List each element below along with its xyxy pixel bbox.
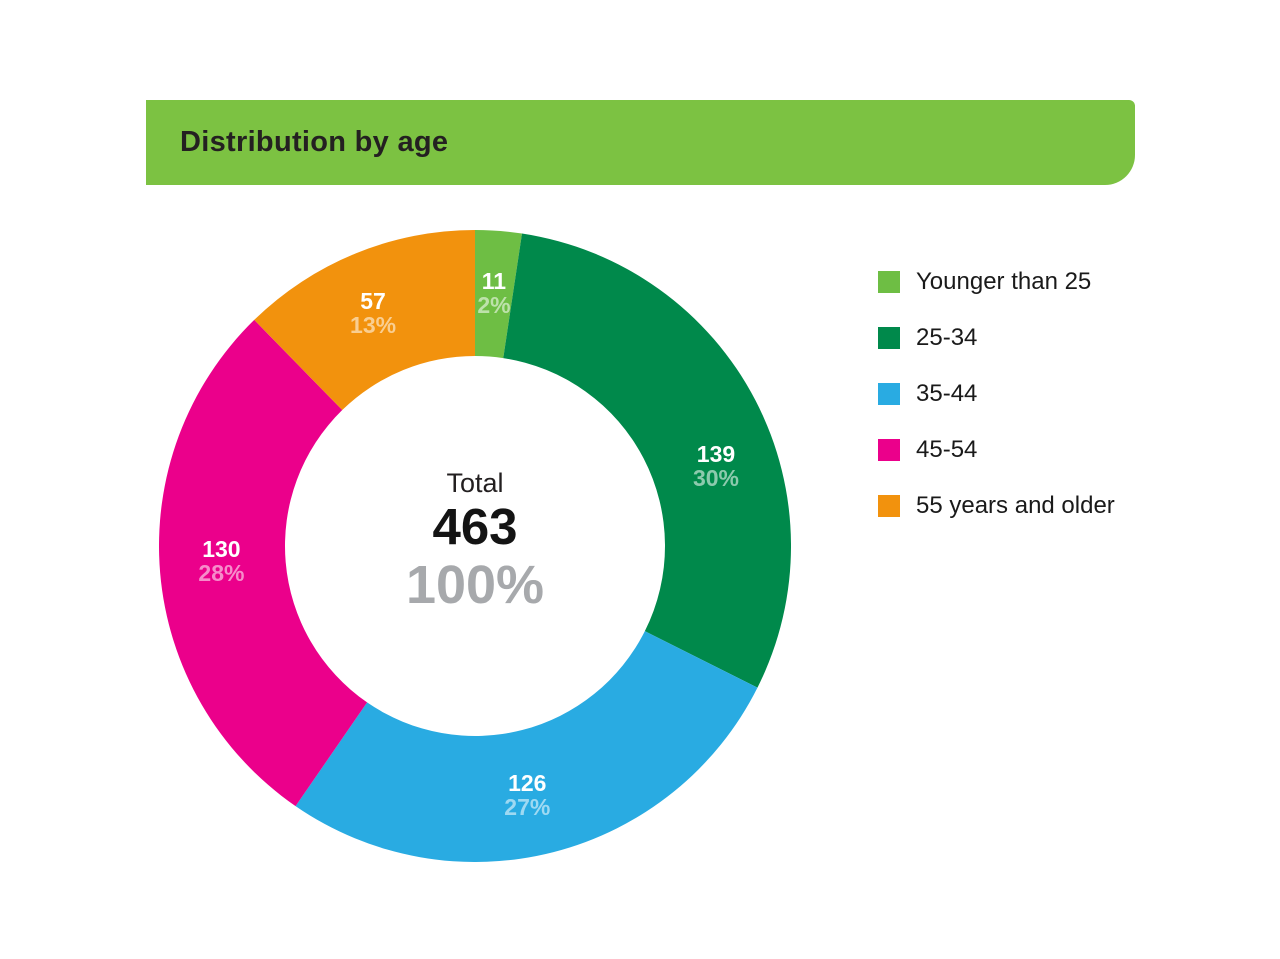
total-label: Total	[446, 468, 504, 498]
donut-slice-4	[254, 230, 475, 411]
slice-value: 11	[481, 267, 507, 294]
slice-label-45-54: 130 28%	[198, 537, 244, 585]
legend-swatch-icon	[878, 382, 900, 405]
slice-value: 130	[202, 535, 241, 562]
legend-swatch-icon	[878, 326, 900, 349]
slice-label-55-and-older: 57 13%	[350, 289, 396, 337]
title-bar: Distribution by age	[146, 100, 1135, 185]
slice-percent: 28%	[198, 559, 245, 586]
donut-slice-0	[475, 230, 522, 359]
slice-percent: 30%	[692, 464, 740, 491]
slice-label-younger-than-25: 11 2%	[477, 269, 510, 317]
legend-item-35-44: 35-44	[878, 379, 1115, 407]
legend-item-45-54: 45-54	[878, 435, 1115, 463]
page-title: Distribution by age	[180, 126, 449, 158]
slice-value: 126	[508, 769, 547, 796]
donut-slice-3	[159, 319, 368, 807]
legend-label: 55 years and older	[916, 491, 1115, 519]
donut-center-label: Total 463 100%	[406, 468, 544, 614]
slice-percent: 13%	[350, 312, 397, 339]
legend-label: 35-44	[916, 379, 978, 407]
donut-slice-2	[295, 631, 758, 862]
slice-percent: 27%	[504, 793, 551, 820]
donut-chart	[159, 230, 791, 862]
legend-label: Younger than 25	[916, 267, 1092, 295]
legend-item-55-and-older: 55 years and older	[878, 491, 1115, 519]
legend: Younger than 25 25-34 35-44 45-54 55 yea…	[878, 267, 1115, 519]
legend-item-25-34: 25-34	[878, 323, 1115, 351]
slice-value: 57	[360, 288, 386, 315]
slice-value: 139	[696, 440, 736, 467]
slice-label-35-44: 126 27%	[504, 771, 550, 819]
legend-swatch-icon	[878, 438, 900, 461]
legend-label: 45-54	[916, 435, 978, 463]
total-value: 463	[432, 498, 518, 555]
slice-label-25-34: 139 30%	[693, 442, 739, 490]
donut-slice-1	[503, 233, 791, 688]
slice-percent: 2%	[477, 291, 511, 318]
legend-label: 25-34	[916, 323, 978, 351]
legend-item-younger-than-25: Younger than 25	[878, 267, 1115, 295]
legend-swatch-icon	[878, 494, 900, 517]
total-percent: 100%	[405, 555, 545, 615]
legend-swatch-icon	[878, 270, 900, 293]
